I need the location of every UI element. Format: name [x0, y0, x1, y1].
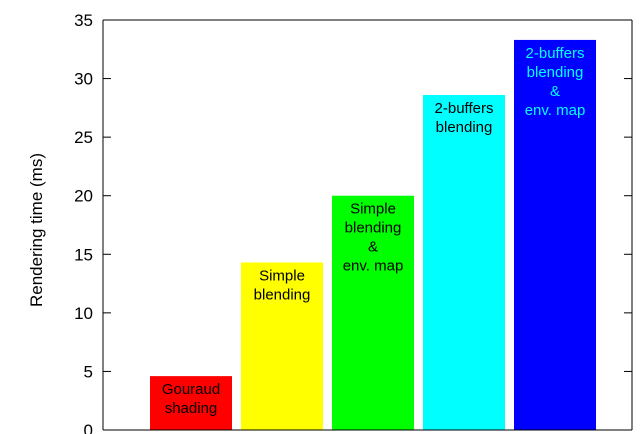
y-axis-title: Rendering time (ms)	[27, 153, 46, 307]
y-tick-label: 20	[74, 187, 93, 206]
bar-label: Gouraud	[162, 381, 220, 398]
bar-label: blending	[254, 286, 311, 303]
y-tick-label: 5	[84, 362, 93, 381]
bar-label: 2-buffers	[435, 100, 494, 117]
bar-label: blending	[436, 119, 493, 136]
bar	[150, 376, 232, 430]
bar-label: blending	[527, 64, 584, 81]
bar-label: shading	[165, 400, 218, 417]
bar-label: Simple	[259, 267, 305, 284]
bar	[241, 262, 323, 430]
bar-label: env. map	[525, 102, 586, 119]
y-tick-label: 35	[74, 11, 93, 30]
y-tick-label: 15	[74, 245, 93, 264]
bar	[332, 195, 414, 430]
bar-label: 2-buffers	[526, 45, 585, 62]
y-tick-label: 30	[74, 70, 93, 89]
y-tick-label: 10	[74, 304, 93, 323]
y-tick-label: 0	[84, 421, 93, 434]
bar-label: Simple	[350, 201, 396, 218]
bar	[514, 39, 596, 431]
bar-label: env. map	[343, 258, 404, 275]
bar-label: blending	[345, 220, 402, 237]
bar-label: &	[368, 239, 378, 256]
bar	[423, 94, 505, 430]
bar-label: &	[550, 83, 560, 100]
y-tick-label: 25	[74, 128, 93, 147]
